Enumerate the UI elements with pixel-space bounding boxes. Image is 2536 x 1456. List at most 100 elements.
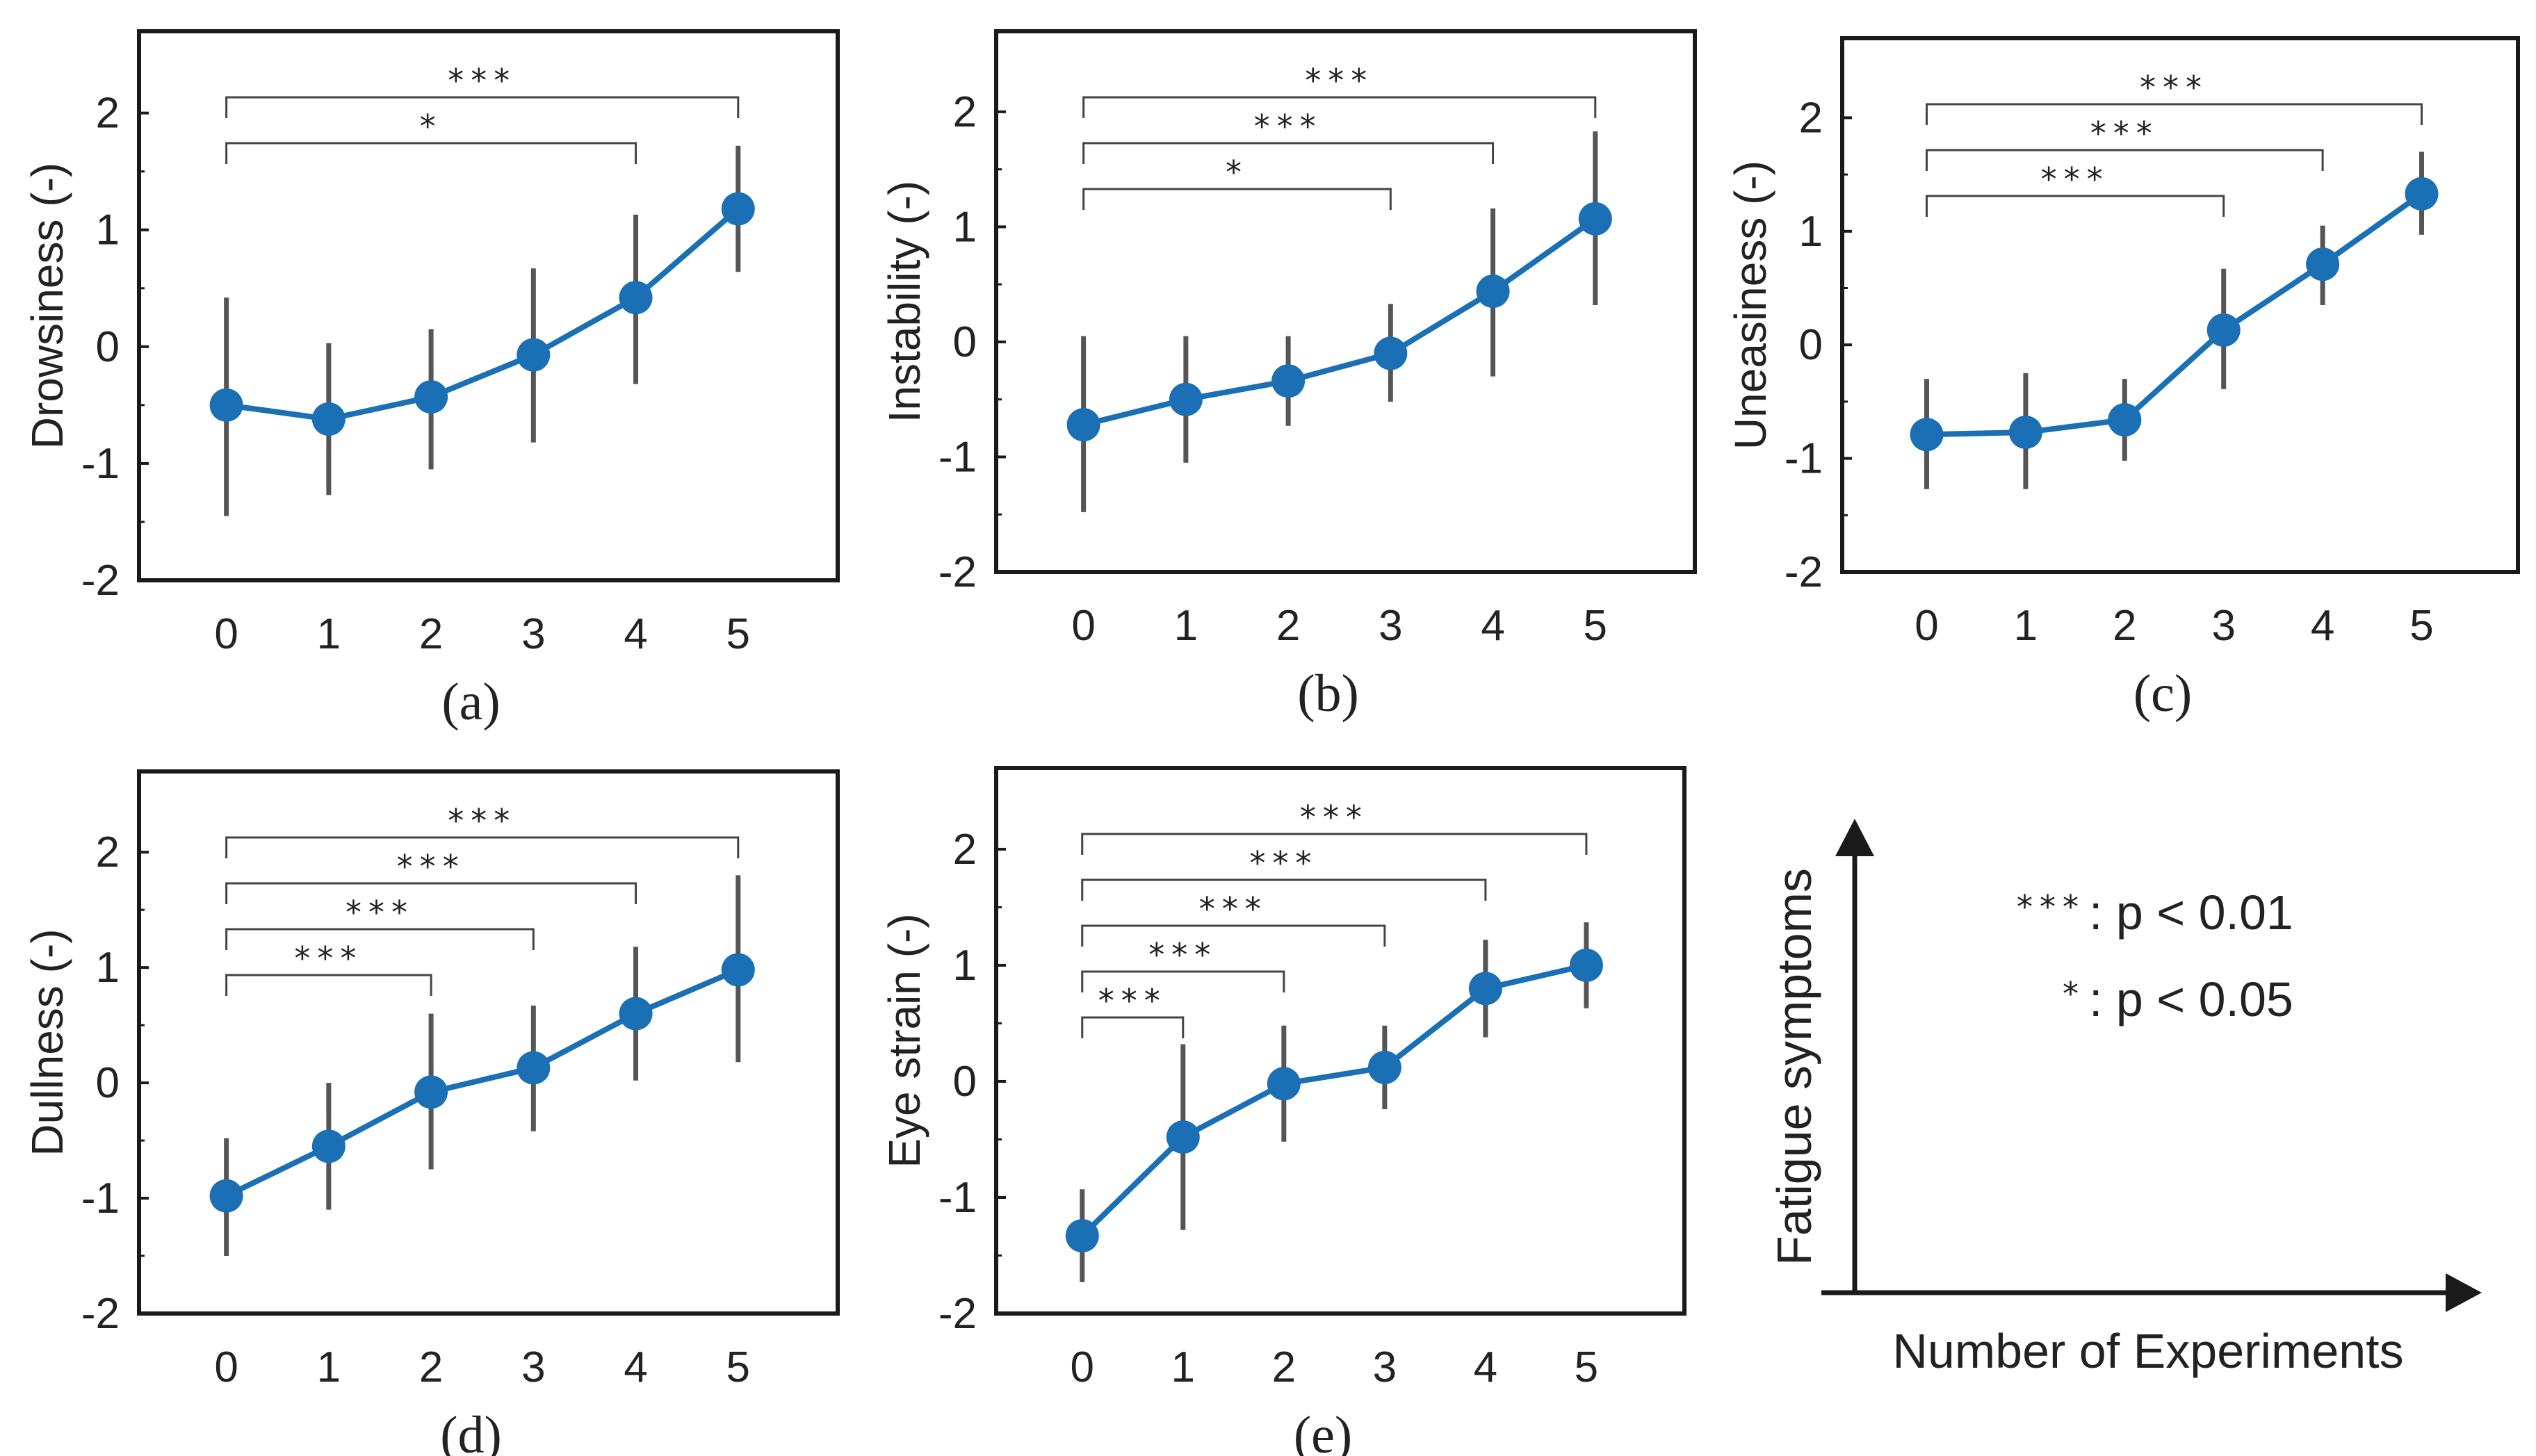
plot-frame: [994, 766, 1686, 1316]
chart-panel-a: 2 1 0 -1 -2 0 1 2 3 4 5 Drowsiness (-) (a) ****: [22, 29, 840, 731]
legend-x-label: Number of Experiments: [1892, 1324, 2403, 1378]
data-point: [209, 388, 243, 422]
plot-frame: [137, 29, 840, 582]
y-tick-label: -1: [938, 433, 977, 481]
x-tick-label: 0: [214, 1343, 238, 1391]
significance-label: ***: [448, 62, 517, 99]
data-point: [517, 1051, 551, 1085]
legend-stars: *: [2063, 975, 2086, 1013]
y-tick-label: 2: [96, 90, 120, 138]
data-point: [1569, 948, 1603, 982]
significance-bracket: [1926, 195, 2225, 217]
y-tick-label: 2: [96, 828, 120, 876]
data-point: [1374, 336, 1408, 370]
data-point: [2306, 247, 2340, 281]
chart-panel-e: 2 1 0 -1 -2 0 1 2 3 4 5 Eye strain (-) (e) *** *** *** *…: [879, 766, 1686, 1456]
x-tick-label: 3: [1379, 602, 1402, 650]
x-tick-label: 4: [1481, 602, 1504, 650]
x-tick-label: 0: [214, 610, 238, 658]
significance-bracket: [1081, 924, 1386, 947]
y-axis-label: Uneasiness (-): [1725, 161, 1775, 450]
x-tick-label: 1: [1171, 1343, 1195, 1391]
x-tick-label: 2: [419, 1343, 443, 1391]
y-tick-label: 0: [96, 1059, 120, 1107]
significance-label: *: [420, 108, 443, 145]
data-point: [721, 192, 755, 226]
plot-frame: [1840, 36, 2520, 574]
x-tick-label: 1: [1174, 602, 1198, 650]
panel-label: (d): [440, 1406, 502, 1456]
significance-label: ***: [397, 848, 466, 885]
significance-label: ***: [1305, 62, 1374, 99]
significance-bracket: [1926, 149, 2324, 171]
series-line: [225, 967, 740, 1199]
y-axis-label: Eye strain (-): [879, 913, 929, 1168]
chart-panel-c: 2 1 0 -1 -2 0 1 2 3 4 5 Uneasiness (-) (c) *** *** ***: [1725, 36, 2520, 723]
y-tick-label: 2: [1799, 94, 1823, 142]
data-point: [1169, 382, 1203, 416]
significance-bracket: [225, 974, 432, 996]
significance-label: ***: [2140, 69, 2209, 106]
y-tick-label: 0: [953, 1058, 977, 1106]
data-point: [517, 338, 551, 372]
y-arrow-icon: [1835, 819, 1874, 856]
plot-frame: [994, 29, 1697, 574]
x-tick-label: 0: [1071, 1343, 1094, 1391]
significance-bracket: [225, 142, 637, 164]
y-tick-label: -1: [938, 1174, 977, 1222]
data-point: [1267, 1067, 1301, 1101]
x-tick-label: 2: [419, 610, 443, 658]
y-tick-label: -1: [81, 440, 120, 488]
legend-entry-text: : p < 0.01: [2089, 885, 2293, 940]
y-tick-label: 2: [953, 826, 977, 874]
significance-bracket: [1926, 103, 2423, 125]
y-tick-label: 1: [953, 942, 977, 990]
significance-label: ***: [1098, 982, 1167, 1020]
significance-label: ***: [1199, 890, 1268, 928]
y-tick-label: 1: [953, 203, 977, 251]
panel-label: (b): [1297, 664, 1359, 723]
data-point: [1066, 408, 1100, 442]
data-point: [1468, 972, 1502, 1006]
significance-label: ***: [1249, 844, 1318, 882]
data-point: [619, 997, 653, 1031]
data-point: [1166, 1120, 1200, 1154]
x-tick-label: 3: [521, 1343, 545, 1391]
data-point: [1271, 364, 1306, 398]
data-point: [209, 1179, 243, 1213]
x-tick-label: 3: [1373, 1343, 1397, 1391]
data-point: [1065, 1219, 1099, 1253]
y-axis-label: Instability (-): [879, 181, 929, 423]
x-arrow-icon: [2446, 1273, 2482, 1312]
data-point: [2206, 313, 2241, 347]
legend-y-label: Fatigue symptoms: [1767, 868, 1821, 1266]
x-tick-label: 0: [1915, 602, 1938, 650]
y-tick-label: -1: [81, 1175, 120, 1222]
significance-label: *: [1226, 154, 1249, 191]
significance-bracket: [1081, 970, 1285, 992]
significance-bracket: [1082, 96, 1597, 118]
significance-label: ***: [1254, 108, 1323, 145]
data-point: [414, 1075, 448, 1109]
y-tick-label: 2: [953, 88, 977, 136]
data-point: [721, 953, 755, 987]
data-point: [2405, 177, 2439, 211]
series-line: [1082, 216, 1598, 428]
x-tick-label: 0: [1071, 602, 1095, 650]
y-tick-label: -2: [81, 1290, 120, 1338]
data-point: [1910, 418, 1944, 452]
x-tick-label: 1: [317, 610, 341, 658]
y-tick-label: 0: [1799, 321, 1823, 369]
significance-label: ***: [448, 802, 517, 840]
y-tick-label: 1: [96, 206, 120, 254]
data-point: [311, 402, 346, 436]
y-tick-label: 1: [1799, 208, 1823, 256]
data-point: [311, 1129, 346, 1163]
data-point: [2008, 416, 2042, 450]
y-axis-label: Dullness (-): [22, 929, 72, 1156]
significance-bracket: [1081, 1016, 1185, 1038]
legend-stars: ***: [2017, 888, 2086, 926]
x-tick-label: 3: [2211, 602, 2235, 650]
